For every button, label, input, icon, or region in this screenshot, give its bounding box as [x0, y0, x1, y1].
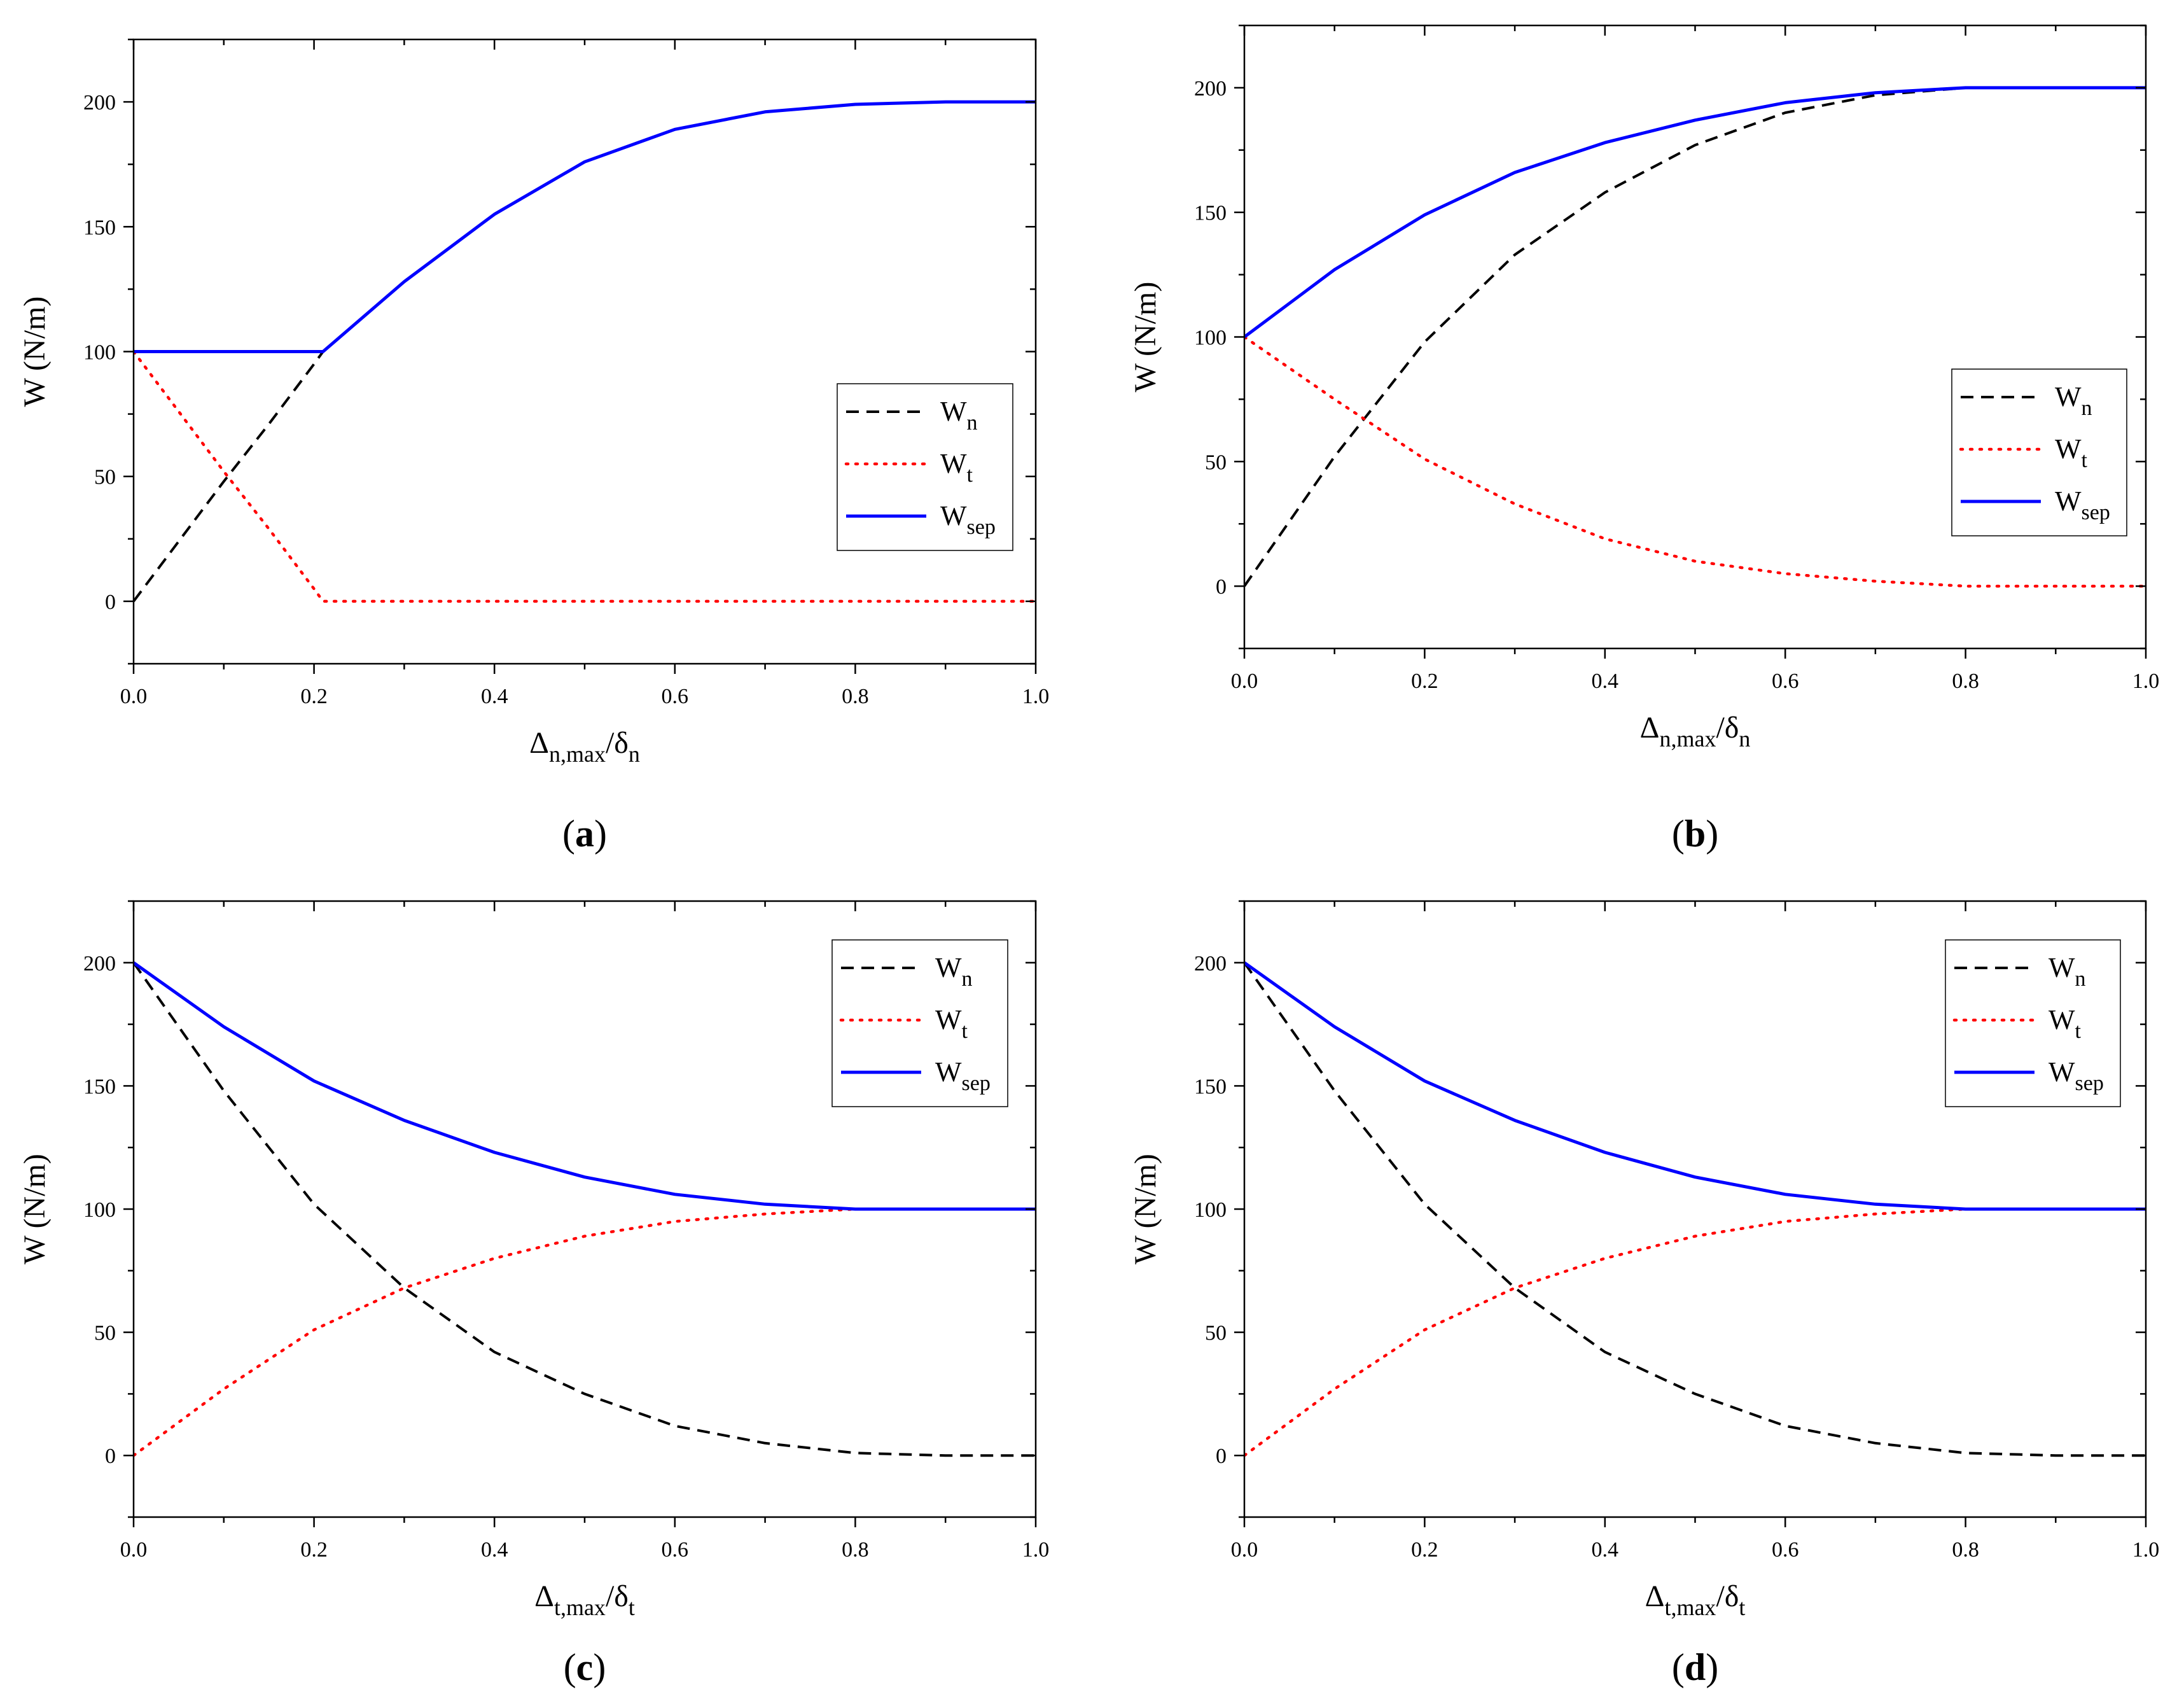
- x-tick-label: 0.2: [300, 685, 328, 708]
- y-tick-label: 0: [105, 591, 116, 614]
- x-tick-label: 1.0: [2132, 1538, 2160, 1562]
- y-tick-label: 50: [94, 1322, 116, 1345]
- y-tick-label: 50: [1205, 451, 1227, 474]
- series-line-w-sep: [134, 961, 1036, 1211]
- y-tick-label: 50: [1205, 1322, 1227, 1345]
- x-tick-label: 0.4: [481, 685, 508, 708]
- x-axis-label: Δt,max/δt: [534, 1579, 635, 1620]
- y-tick-label: 200: [1194, 77, 1227, 101]
- series-line-w-n: [1244, 962, 2146, 1457]
- x-tick-label: 1.0: [1022, 1538, 1050, 1562]
- legend-label-w-sep: Wsep: [935, 1056, 991, 1095]
- x-tick-label: 0.4: [1592, 1538, 1619, 1562]
- x-tick-label: 0.4: [1592, 669, 1619, 693]
- panel-d: 0.0 0.2 0.4 0.6 0.8 1.0 0 50 100 150 200 W (N/m) Δt,…: [1129, 900, 2160, 1688]
- legend-label-w-t: Wt: [935, 1004, 968, 1043]
- x-tick-label: 0.0: [1231, 669, 1258, 693]
- y-tick-label: 150: [1194, 202, 1227, 225]
- legend-box: [1951, 368, 2127, 536]
- x-tick-label: 0.0: [120, 685, 148, 708]
- legend-label-w-n: Wn: [2055, 381, 2092, 420]
- series-line-w-sep: [1244, 961, 2146, 1211]
- y-tick-label: 100: [83, 341, 116, 365]
- legend-box: [1945, 939, 2121, 1107]
- x-tick-label: 1.0: [1022, 685, 1050, 708]
- y-tick-label: 0: [1216, 1445, 1227, 1468]
- y-tick-label: 200: [1194, 952, 1227, 976]
- y-tick-label: 0: [105, 1445, 116, 1468]
- y-tick-label: 150: [83, 216, 116, 239]
- x-tick-label: 0.6: [662, 1538, 689, 1562]
- legend-label-w-n: Wn: [2048, 952, 2086, 991]
- legend: Wn Wt Wsep: [1945, 939, 2121, 1107]
- x-tick-label: 0.6: [1772, 669, 1799, 693]
- y-tick-label: 100: [1194, 326, 1227, 350]
- y-tick-label: 0: [1216, 575, 1227, 599]
- series-group: [134, 100, 1036, 603]
- x-tick-label: 0.8: [1952, 669, 1979, 693]
- series-group: [134, 961, 1036, 1457]
- y-tick-label: 100: [83, 1198, 116, 1222]
- legend-label-w-sep: Wsep: [2048, 1056, 2104, 1095]
- legend: Wn Wt Wsep: [1951, 368, 2127, 536]
- x-axis-label: Δn,max/δn: [529, 726, 640, 767]
- panel-b: 0.0 0.2 0.4 0.6 0.8 1.0 0 50 100 150 200 W (N/m) Δn,…: [1129, 24, 2160, 855]
- x-tick-label: 0.2: [300, 1538, 328, 1562]
- legend-label-w-n: Wn: [940, 396, 978, 435]
- y-tick-label: 150: [1194, 1075, 1227, 1098]
- panel-label: (b): [1672, 813, 1718, 855]
- x-tick-label: 0.2: [1411, 669, 1438, 693]
- series-line-w-t: [134, 1207, 1036, 1457]
- series-group: [1244, 86, 2146, 588]
- x-tick-label: 0.6: [1772, 1538, 1799, 1562]
- x-tick-label: 0.6: [662, 685, 689, 708]
- x-tick-label: 1.0: [2132, 669, 2160, 693]
- x-axis-label: Δn,max/δn: [1640, 711, 1751, 752]
- panel-label: (c): [564, 1646, 606, 1688]
- y-tick-label: 200: [83, 91, 116, 115]
- series-line-w-t: [1244, 1207, 2146, 1457]
- series-line-w-sep: [134, 100, 1036, 353]
- series-line-w-t: [1244, 335, 2146, 588]
- legend-label-w-sep: Wsep: [2055, 486, 2110, 524]
- y-axis-label: W (N/m): [18, 1154, 52, 1264]
- x-tick-label: 0.0: [120, 1538, 148, 1562]
- legend-label-w-t: Wt: [940, 448, 973, 487]
- y-tick-label: 200: [83, 952, 116, 976]
- x-tick-label: 0.8: [1952, 1538, 1979, 1562]
- x-tick-label: 0.8: [842, 685, 869, 708]
- legend: Wn Wt Wsep: [837, 383, 1013, 551]
- panel-label: (d): [1672, 1646, 1718, 1688]
- y-axis-label: W (N/m): [18, 297, 52, 407]
- series-line-w-n: [134, 962, 1036, 1457]
- legend-label-w-t: Wt: [2048, 1004, 2082, 1043]
- panel-a: 0.0 0.2 0.4 0.6 0.8 1.0 0 50 100 150 200 W (N/m) Δn,…: [18, 38, 1050, 855]
- legend-label-w-n: Wn: [935, 952, 973, 991]
- x-tick-label: 0.4: [481, 1538, 508, 1562]
- x-tick-label: 0.0: [1231, 1538, 1258, 1562]
- series-line-w-sep: [1244, 86, 2146, 339]
- legend: Wn Wt Wsep: [831, 939, 1008, 1107]
- x-tick-label: 0.2: [1411, 1538, 1438, 1562]
- panel-label: (a): [562, 813, 607, 855]
- panel-c: 0.0 0.2 0.4 0.6 0.8 1.0 0 50 100 150 200 W (N/m) Δt,…: [18, 900, 1050, 1688]
- y-tick-label: 150: [83, 1075, 116, 1098]
- y-tick-label: 100: [1194, 1198, 1227, 1222]
- legend-label-w-t: Wt: [2055, 433, 2088, 472]
- y-axis-label: W (N/m): [1129, 1154, 1162, 1264]
- legend-label-w-sep: Wsep: [940, 500, 996, 539]
- y-axis-label: W (N/m): [1129, 282, 1162, 393]
- x-axis-label: Δt,max/δt: [1645, 1579, 1746, 1620]
- series-line-w-t: [134, 350, 1036, 603]
- x-tick-label: 0.8: [842, 1538, 869, 1562]
- y-tick-label: 50: [94, 466, 116, 489]
- series-group: [1244, 961, 2146, 1457]
